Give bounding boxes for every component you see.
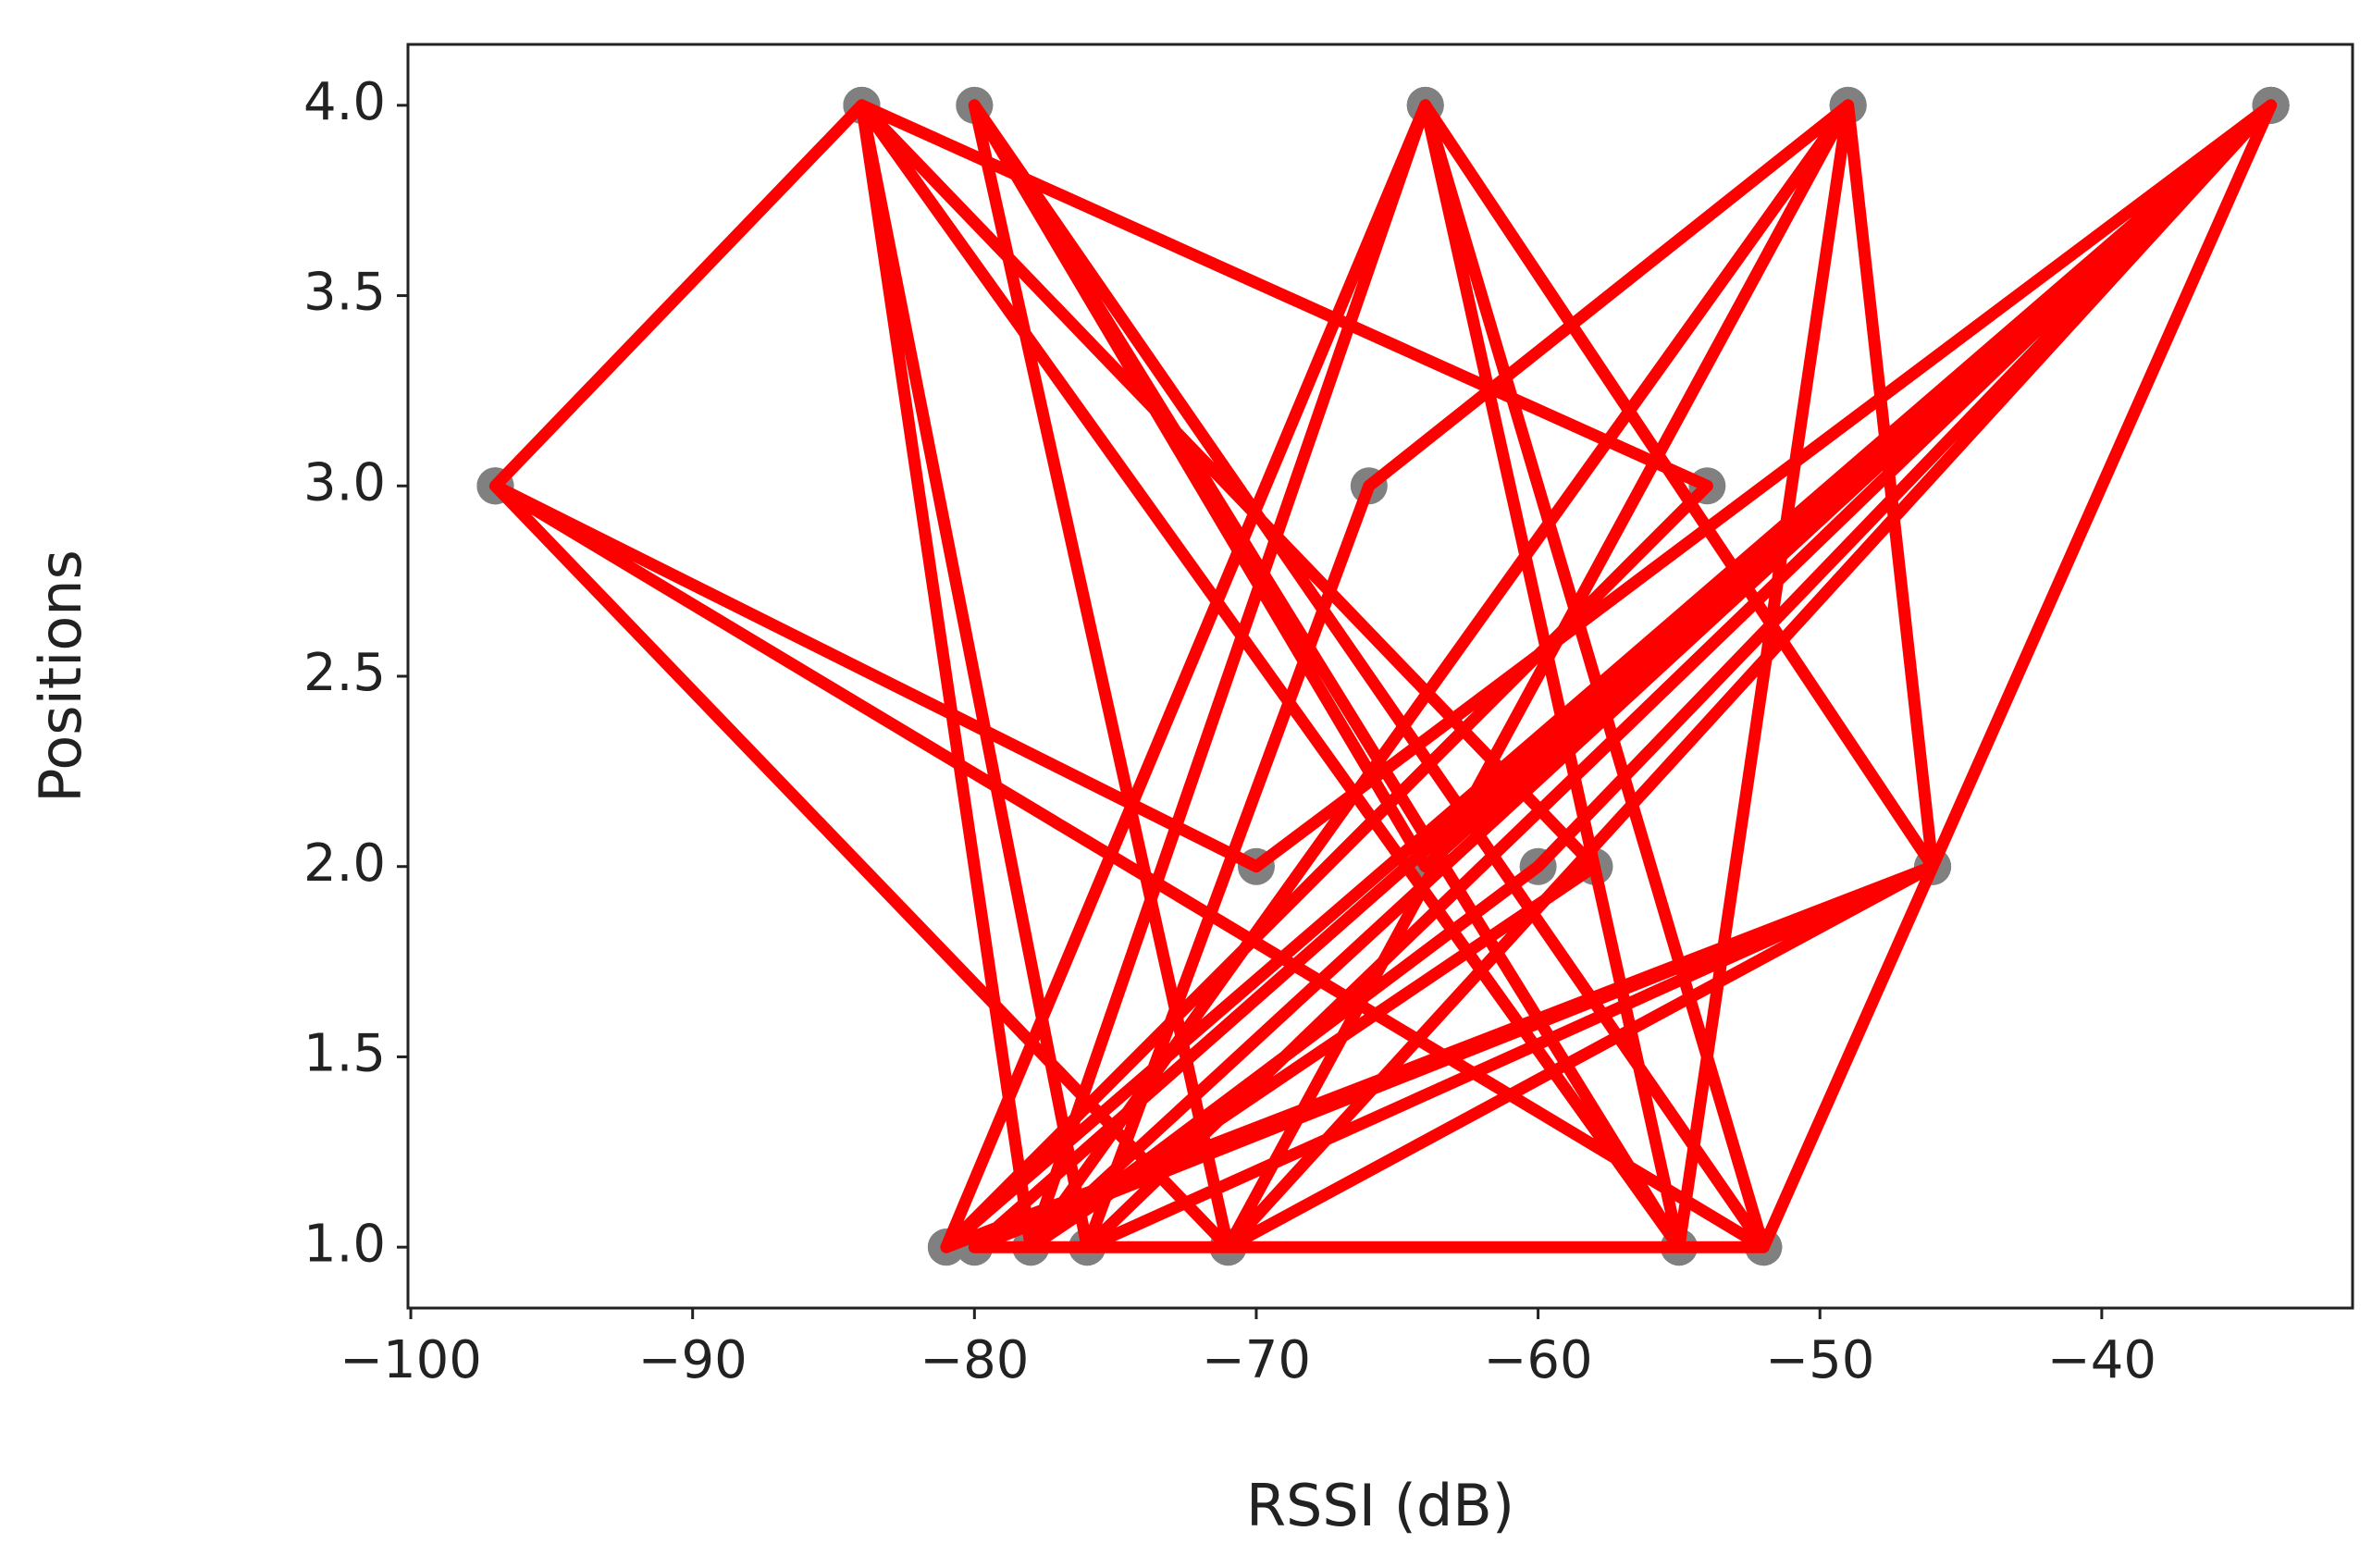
x-tick-label: −50 [1765,1330,1874,1390]
x-tick-label: −80 [920,1330,1029,1390]
y-axis-label: Positions [27,549,94,803]
x-tick-label: −90 [638,1330,747,1390]
plot-frame [406,43,2354,1310]
y-tick-label: 2.5 [303,643,386,703]
x-tick-label: −100 [340,1330,482,1390]
x-tick-label: −70 [1202,1330,1311,1390]
y-tick-label: 3.5 [303,263,386,323]
y-tick-label: 4.0 [303,72,386,132]
y-tick-label: 3.0 [303,452,386,512]
y-tick-label: 2.0 [303,833,386,894]
data-line [488,99,2278,1253]
x-tick-label: −60 [1484,1330,1593,1390]
y-tick-label: 1.5 [303,1024,386,1084]
y-tick-label: 1.0 [303,1214,386,1274]
x-axis-label: RSSI (dB) [1246,1472,1514,1539]
x-tick-label: −40 [2047,1330,2156,1390]
